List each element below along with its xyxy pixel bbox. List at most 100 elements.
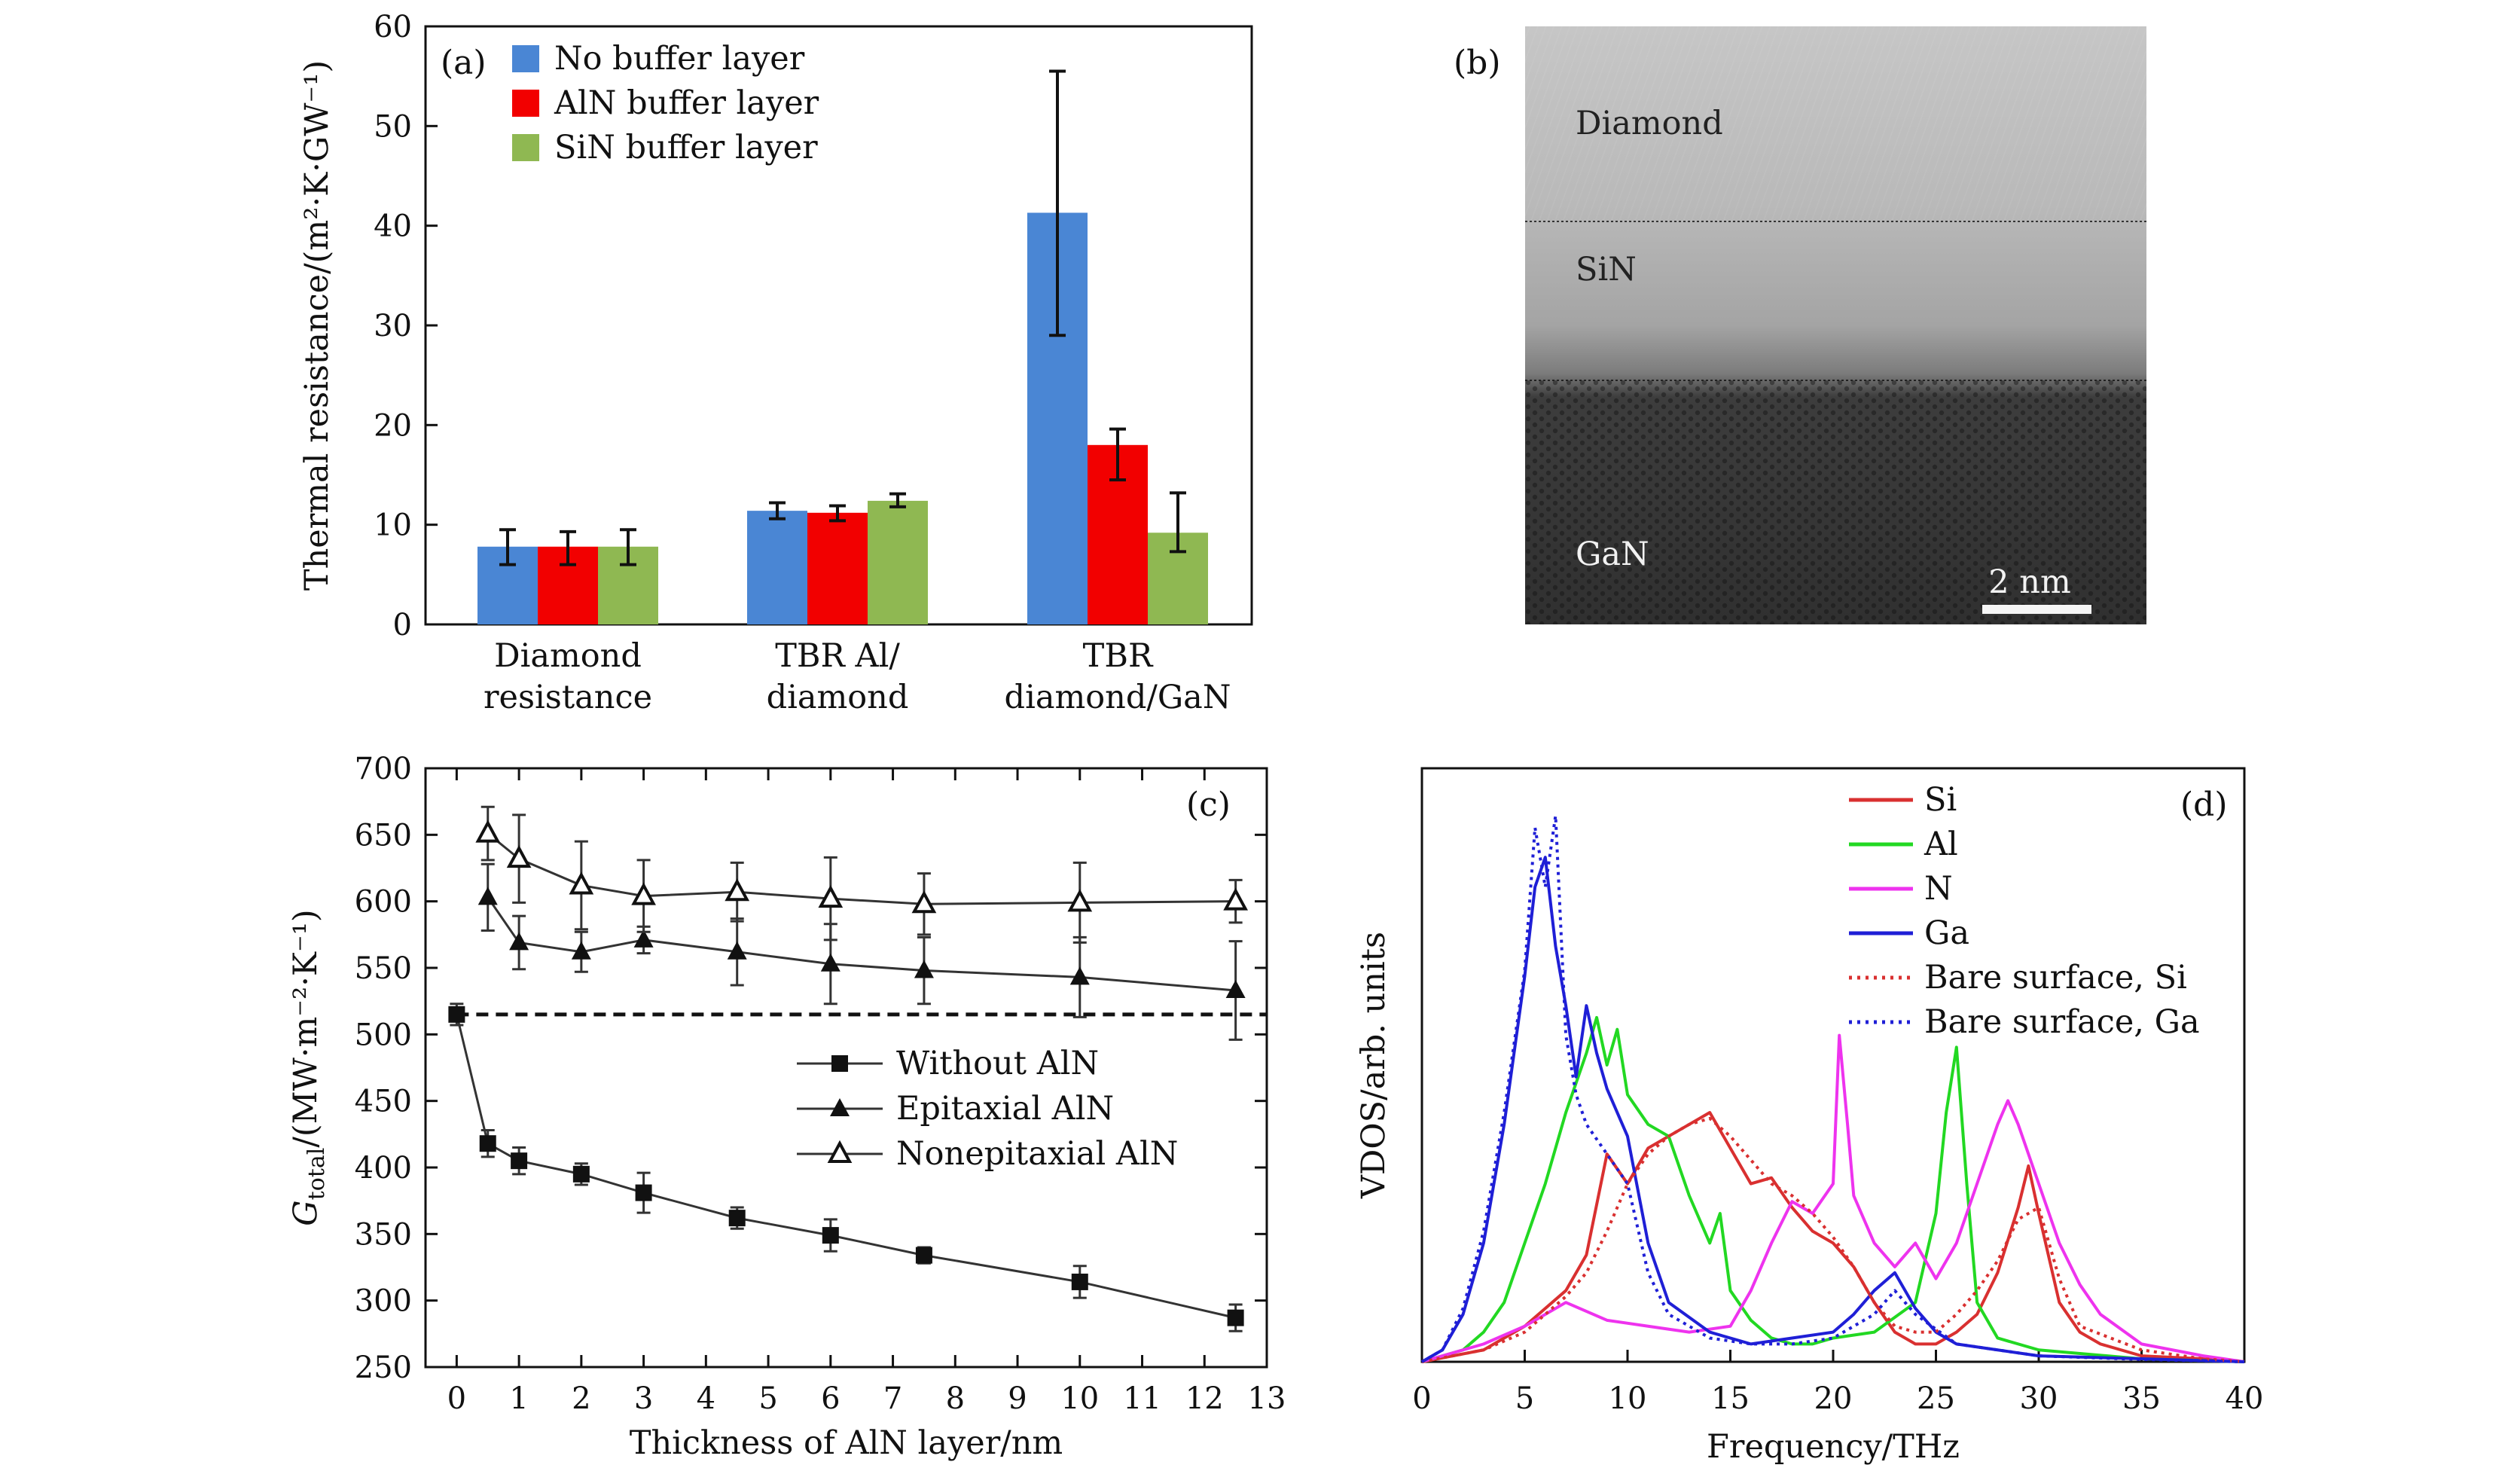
data-point-c-2 — [818, 884, 844, 908]
x-tick-label-d: 15 — [1711, 1381, 1750, 1416]
y-tick-label-c: 500 — [355, 1018, 412, 1052]
data-point-c-0 — [479, 1135, 496, 1152]
data-point-c-1 — [477, 887, 498, 905]
data-point-c-1 — [633, 929, 654, 948]
x-tick-label-c: 2 — [572, 1381, 590, 1416]
panel-d-vdos-chart: 0 5 10 15 20 25 30 35 40 (d) Si Al N Ga Bare surface, … — [1355, 767, 2264, 1466]
legend-label-a: No buffer layer — [554, 40, 805, 78]
x-category-label-a: resistance — [484, 679, 652, 716]
y-tick-label-c: 250 — [355, 1350, 412, 1385]
legend-label-c: Nonepitaxial AlN — [896, 1135, 1178, 1173]
vdos-series-1 — [1421, 1015, 2245, 1363]
legend-swatch-a — [512, 45, 539, 72]
tem-gan-lattice — [1525, 380, 2146, 624]
y-axis-label-c: Gtotal/(MW·m⁻²·K⁻¹) — [287, 909, 330, 1225]
y-tick-label-c: 450 — [355, 1085, 412, 1119]
scale-bar-label: 2 nm — [1988, 563, 2071, 601]
panel-label-c: (c) — [1186, 786, 1231, 824]
panel-label-b: (b) — [1454, 44, 1501, 82]
layer-label-gan: GaN — [1576, 536, 1649, 573]
data-point-c-2 — [506, 844, 532, 868]
y-tick-label-c: 350 — [355, 1217, 412, 1252]
legend-label-d: Bare surface, Si — [1924, 959, 2187, 996]
layer-label-sin: SiN — [1576, 251, 1637, 288]
data-point-c-1 — [820, 953, 841, 972]
y-tick-label-c: 650 — [355, 818, 412, 853]
x-tick-label-c: 4 — [697, 1381, 715, 1416]
x-tick-label-d: 35 — [2122, 1381, 2161, 1416]
data-point-c-2 — [569, 871, 594, 895]
x-tick-label-c: 5 — [758, 1381, 777, 1416]
y-tick-label-a: 50 — [374, 109, 412, 144]
data-point-c-0 — [915, 1247, 932, 1264]
x-tick-label-c: 11 — [1123, 1381, 1161, 1416]
data-point-c-0 — [635, 1184, 652, 1201]
tem-diamond-texture — [1525, 26, 2146, 222]
x-tick-label-d: 20 — [1814, 1381, 1853, 1416]
x-category-label-a: TBR Al/ — [775, 637, 900, 675]
bar-2-1 — [868, 500, 928, 624]
x-tick-label-c: 10 — [1060, 1381, 1099, 1416]
x-axis-label-c: Thickness of AlN layer/nm — [630, 1424, 1063, 1462]
x-tick-label-c: 12 — [1185, 1381, 1224, 1416]
legend-label-c: Epitaxial AlN — [896, 1090, 1114, 1128]
y-axis-label-sub: total — [304, 1148, 330, 1201]
data-point-c-0 — [822, 1227, 839, 1244]
x-tick-label-c: 1 — [509, 1381, 528, 1416]
x-category-label-a: TBR — [1083, 637, 1154, 675]
data-point-c-1 — [914, 960, 934, 978]
data-point-c-1 — [1225, 980, 1246, 999]
y-tick-label-c: 400 — [355, 1151, 412, 1186]
x-category-label-a: diamond/GaN — [1005, 679, 1231, 716]
x-axis-label-d: Frequency/THz — [1707, 1428, 1960, 1466]
y-tick-label-a: 10 — [374, 508, 412, 543]
legend-label-d: Ga — [1924, 914, 1969, 952]
panel-label-d: (d) — [2180, 786, 2228, 824]
data-point-c-1 — [727, 941, 747, 960]
x-tick-label-d: 30 — [2020, 1381, 2058, 1416]
y-tick-label-c: 700 — [355, 752, 412, 786]
legend-swatch-a — [512, 134, 539, 161]
legend-label-a: AlN buffer layer — [554, 84, 819, 122]
legend-marker-c — [831, 1055, 848, 1072]
x-tick-label-d: 5 — [1515, 1381, 1534, 1416]
data-point-c-1 — [1069, 966, 1090, 985]
y-axis-label-d: VDOS/arb. units — [1355, 932, 1393, 1199]
data-point-c-0 — [1071, 1273, 1088, 1290]
layer-label-diamond: Diamond — [1576, 105, 1723, 142]
data-point-c-0 — [572, 1165, 590, 1183]
x-tick-label-c: 9 — [1008, 1381, 1027, 1416]
series-line-c-0 — [455, 1014, 1236, 1320]
legend-label-d: Si — [1924, 781, 1957, 819]
data-point-c-2 — [1067, 889, 1093, 912]
data-point-c-0 — [511, 1152, 528, 1170]
x-tick-label-d: 40 — [2226, 1381, 2264, 1416]
legend-label-a: SiN buffer layer — [554, 129, 818, 166]
legend-label-d: Al — [1924, 826, 1958, 863]
x-tick-label-c: 13 — [1248, 1381, 1286, 1416]
data-point-c-0 — [728, 1210, 746, 1227]
legend-marker-c — [827, 1140, 853, 1163]
y-tick-label-c: 550 — [355, 951, 412, 986]
legend-label-d: N — [1924, 870, 1953, 908]
legend-swatch-a — [512, 90, 539, 117]
x-tick-label-d: 25 — [1917, 1381, 1955, 1416]
data-point-c-1 — [509, 932, 529, 951]
x-tick-label-c: 6 — [821, 1381, 840, 1416]
y-tick-label-c: 300 — [355, 1284, 412, 1319]
vdos-series-3 — [1421, 856, 2245, 1363]
x-tick-label-c: 7 — [883, 1381, 902, 1416]
data-point-c-2 — [631, 882, 656, 905]
x-tick-label-c: 8 — [946, 1381, 965, 1416]
y-axis-label-a: Thermal resistance/(m²·K·GW⁻¹) — [298, 60, 336, 591]
vdos-series-2 — [1421, 1033, 2245, 1363]
panel-a-bar-chart: 0 10 20 30 40 50 60 Diamond resistance TBR Al/dia… — [298, 10, 1253, 716]
y-axis-label-main: G — [287, 1200, 325, 1225]
data-point-c-2 — [725, 878, 750, 902]
bar-1-1 — [807, 512, 868, 624]
data-point-c-2 — [1223, 887, 1248, 911]
legend-label-c: Without AlN — [896, 1045, 1099, 1082]
x-tick-label-c: 0 — [447, 1381, 466, 1416]
